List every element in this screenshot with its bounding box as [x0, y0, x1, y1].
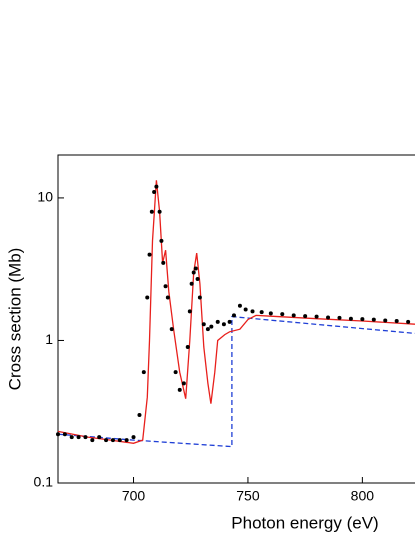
data-point [90, 438, 95, 443]
data-point [149, 209, 154, 214]
data-point [161, 260, 166, 265]
y-axis-title: Cross section (Mb) [5, 248, 24, 391]
data-point [383, 318, 388, 323]
data-point [291, 313, 296, 318]
data-point [243, 307, 248, 312]
data-point [221, 322, 226, 327]
data-point [181, 381, 186, 386]
data-point [104, 438, 109, 443]
data-point [201, 322, 206, 327]
data-point [185, 344, 190, 349]
data-point [159, 238, 164, 243]
data-point [173, 370, 178, 375]
data-point [195, 276, 200, 281]
data-point [131, 435, 136, 440]
series-line [57, 180, 415, 444]
data-point [69, 435, 74, 440]
data-point [360, 317, 365, 322]
data-point [259, 310, 264, 315]
data-point [62, 432, 67, 437]
data-point [76, 435, 81, 440]
data-point [124, 438, 129, 443]
data-point [406, 319, 411, 324]
data-point [110, 438, 115, 443]
data-point [163, 284, 168, 289]
data-point [97, 435, 102, 440]
data-point [205, 327, 210, 332]
data-point [145, 295, 150, 300]
series-line [57, 315, 415, 448]
data-point [177, 387, 182, 392]
data-point [280, 312, 285, 317]
data-point [348, 316, 353, 321]
data-point [394, 318, 399, 323]
data-point [189, 281, 194, 286]
data-point [215, 319, 220, 324]
data-point [227, 319, 232, 324]
data-point [326, 315, 331, 320]
x-tick-label: 750 [236, 488, 260, 504]
y-tick-label: 10 [37, 189, 53, 205]
data-point [209, 324, 214, 329]
data-point [303, 314, 308, 319]
data-point [337, 315, 342, 320]
data-point [154, 184, 159, 189]
plot-frame [57, 154, 415, 484]
data-point [141, 370, 146, 375]
data-point [191, 270, 196, 275]
data-point [250, 309, 255, 314]
data-point [237, 303, 242, 308]
data-point [157, 209, 162, 214]
data-point [147, 252, 152, 257]
y-tick-label: 0.1 [34, 474, 54, 490]
data-point [56, 432, 60, 437]
data-point [137, 412, 142, 417]
data-point [371, 317, 376, 322]
data-point [197, 295, 202, 300]
y-tick-label: 1 [45, 331, 53, 347]
x-tick-label: 700 [122, 488, 146, 504]
data-point [83, 435, 88, 440]
data-point [187, 309, 192, 314]
data-point [231, 313, 236, 318]
data-point [193, 266, 198, 271]
data-point [117, 438, 122, 443]
data-point [152, 190, 157, 195]
data-point [169, 327, 174, 332]
x-axis-title: Photon energy (eV) [231, 513, 378, 532]
data-point [314, 314, 319, 319]
data-point [165, 295, 170, 300]
x-tick-label: 800 [351, 488, 375, 504]
data-point [268, 311, 273, 316]
